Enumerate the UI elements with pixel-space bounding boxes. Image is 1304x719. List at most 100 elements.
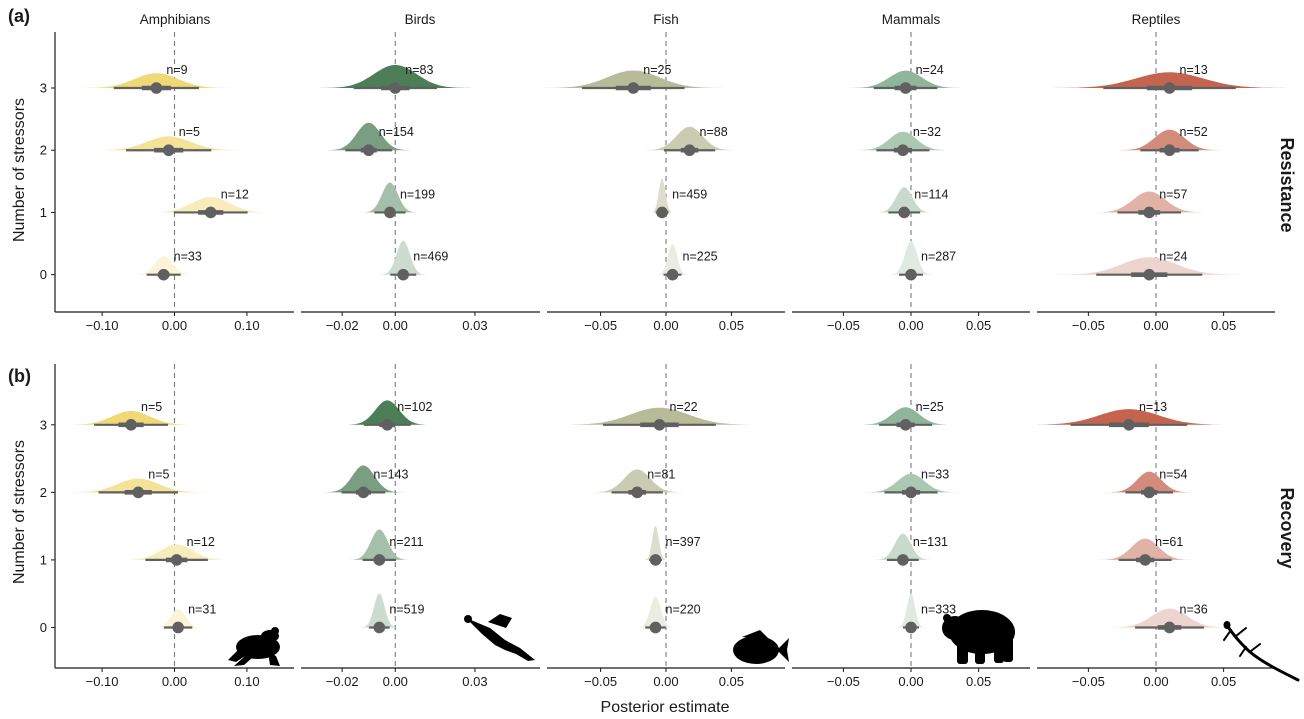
sample-size-label: n=33 [921, 467, 949, 481]
x-tick-label: 0.00 [653, 318, 678, 333]
posterior-mean-point [384, 206, 396, 219]
silhouettes [228, 610, 1300, 682]
posterior-mean-point [381, 419, 394, 431]
posterior-density [325, 122, 412, 151]
posterior-density [119, 544, 234, 560]
posterior-mean-point [905, 268, 917, 281]
posterior-mean-point [1143, 268, 1156, 281]
sample-size-label: n=469 [413, 250, 448, 264]
x-tick-label: −0.02 [326, 318, 359, 333]
strip-title-birds: Birds [405, 12, 436, 27]
sample-size-label: n=81 [647, 467, 675, 481]
posterior-density [78, 73, 235, 88]
posterior-density [1051, 257, 1247, 275]
facet-grid: 0 1 2 3 −0.10 0.00 0.10 n=33 n=12 n=5 n=9 −0.02 0.00… [40, 32, 1292, 689]
posterior-mean-point [373, 554, 386, 566]
posterior-mean-point [897, 144, 909, 157]
posterior-density [889, 241, 933, 275]
posterior-density [847, 70, 964, 88]
x-tick-label: 0.10 [234, 318, 259, 333]
posterior-density [63, 411, 199, 425]
x-tick-label: −0.02 [326, 674, 359, 689]
row-strip-resistance: Resistance [1277, 137, 1297, 232]
x-tick-label: −0.05 [1072, 318, 1105, 333]
y-axis-title-top: Number of stressors [11, 98, 28, 242]
sample-size-label: n=519 [389, 602, 424, 616]
x-tick-label: 0.00 [162, 318, 187, 333]
sample-size-label: n=5 [179, 125, 200, 139]
x-axis-title: Posterior estimate [601, 699, 730, 716]
y-axis-title-bottom: Number of stressors [11, 440, 28, 584]
sample-size-label: n=33 [174, 250, 202, 264]
posterior-mean-point [132, 486, 145, 499]
posterior-density [656, 243, 689, 275]
posterior-mean-point [172, 621, 184, 634]
sample-size-label: n=24 [1159, 250, 1187, 264]
posterior-density [896, 593, 926, 628]
posterior-mean-point [125, 419, 137, 431]
sample-size-label: n=25 [643, 63, 671, 77]
posterior-mean-point [683, 144, 696, 157]
sample-size-label: n=459 [672, 187, 707, 201]
posterior-mean-point [157, 268, 170, 281]
posterior-density [875, 187, 934, 213]
posterior-mean-point [897, 554, 909, 566]
lizard-icon [1223, 621, 1300, 682]
sample-size-label: n=83 [405, 63, 433, 77]
posterior-mean-point [631, 486, 644, 499]
y-tick-label: 2 [40, 485, 47, 500]
posterior-mean-point [1143, 206, 1156, 219]
posterior-mean-point [1139, 554, 1151, 566]
sample-size-label: n=114 [914, 187, 948, 201]
posterior-mean-point [170, 554, 183, 566]
x-tick-label: 0.00 [653, 674, 678, 689]
y-tick-label: 0 [40, 267, 47, 282]
panel-label-a: (a) [8, 6, 30, 26]
posterior-mean-point [397, 268, 410, 281]
x-tick-label: 0.00 [898, 674, 923, 689]
posterior-mean-point [905, 486, 917, 499]
posterior-mean-point [656, 206, 668, 219]
x-tick-label: −0.05 [827, 318, 860, 333]
sample-size-label: n=12 [187, 535, 215, 549]
posterior-density [650, 178, 674, 213]
posterior-density [65, 478, 212, 493]
posterior-density [360, 593, 399, 628]
posterior-density [1116, 129, 1224, 151]
x-tick-label: −0.05 [1072, 674, 1105, 689]
posterior-density [323, 465, 404, 493]
sample-size-label: n=22 [669, 400, 697, 414]
posterior-density [1105, 471, 1194, 493]
x-tick-label: −0.05 [827, 674, 860, 689]
sample-size-label: n=25 [916, 400, 944, 414]
x-tick-label: 0.05 [1211, 674, 1236, 689]
x-tick-label: −0.05 [584, 318, 617, 333]
posterior-density [539, 70, 728, 88]
row-strip-recovery: Recovery [1277, 487, 1297, 568]
sample-size-label: n=333 [921, 602, 956, 616]
posterior-mean-point [362, 144, 375, 157]
sample-size-label: n=143 [373, 467, 408, 481]
sample-size-label: n=13 [1139, 400, 1167, 414]
sample-size-label: n=31 [188, 602, 216, 616]
bear-icon [942, 610, 1015, 664]
x-tick-label: −0.10 [86, 318, 119, 333]
posterior-density [318, 64, 472, 88]
posterior-density [1106, 608, 1233, 628]
sample-size-label: n=36 [1180, 602, 1208, 616]
posterior-density [555, 407, 763, 425]
posterior-density [348, 529, 410, 560]
sample-size-label: n=225 [683, 250, 718, 264]
fish-icon [733, 630, 789, 664]
x-tick-label: 0.05 [966, 674, 991, 689]
sample-size-label: n=5 [141, 400, 162, 414]
panel-label-b: (b) [8, 366, 31, 386]
strip-title-mammals: Mammals [882, 12, 941, 27]
x-tick-label: 0.00 [1143, 674, 1168, 689]
x-tick-label: 0.00 [162, 674, 187, 689]
strip-title-fish: Fish [653, 12, 679, 27]
posterior-mean-point [653, 419, 666, 431]
x-tick-label: 0.00 [898, 318, 923, 333]
posterior-density [636, 596, 675, 628]
posterior-mean-point [1163, 82, 1176, 94]
